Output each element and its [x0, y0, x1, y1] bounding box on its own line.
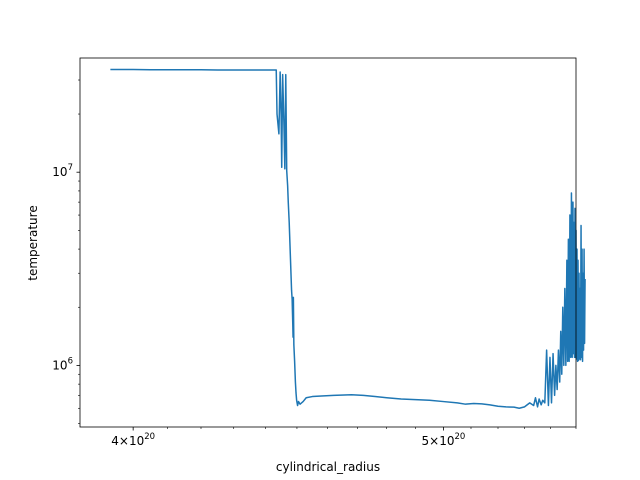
x-tick-label: 5×1020	[422, 432, 466, 448]
y-axis-ticks: 106 107	[52, 79, 80, 424]
x-axis-ticks: 4×1020 5×1020	[111, 427, 577, 448]
y-tick-label: 107	[52, 163, 73, 179]
x-axis-label: cylindrical_radius	[276, 460, 380, 474]
plot-area	[110, 68, 586, 410]
axes-frame	[79, 57, 577, 428]
temperature-series-line	[110, 68, 586, 410]
y-tick-label: 106	[52, 356, 73, 372]
y-axis-label: temperature	[26, 205, 40, 280]
x-tick-label: 4×1020	[111, 432, 155, 448]
